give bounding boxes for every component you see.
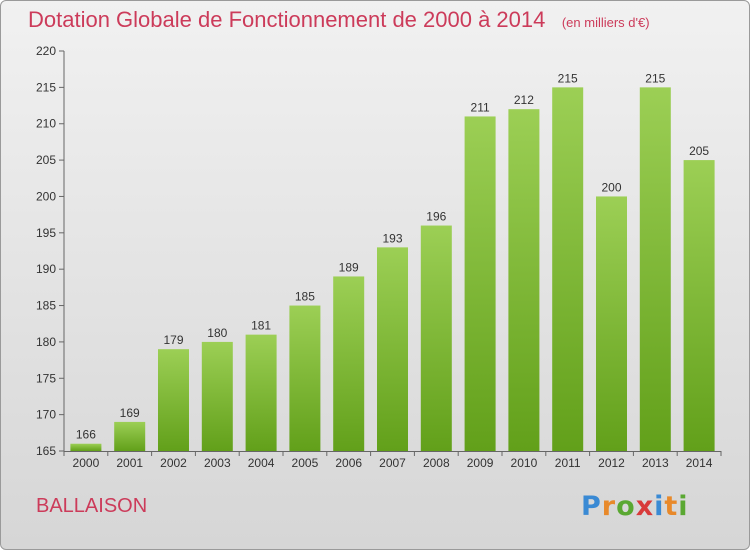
title-row: Dotation Globale de Fonctionnement de 20… xyxy=(28,7,650,33)
x-tick-label: 2002 xyxy=(160,456,187,470)
x-tick-label: 2004 xyxy=(248,456,275,470)
y-tick-label: 195 xyxy=(36,226,56,240)
x-tick-label: 2009 xyxy=(467,456,494,470)
bar-value-label: 180 xyxy=(207,326,227,340)
y-tick-label: 190 xyxy=(36,262,56,276)
x-tick-label: 2000 xyxy=(73,456,100,470)
bar xyxy=(464,116,496,452)
brand-letter: P xyxy=(581,491,602,522)
brand-letter: i xyxy=(678,491,689,522)
x-tick-label: 2007 xyxy=(379,456,406,470)
chart-unit: (en milliers d'€) xyxy=(561,15,650,30)
bar-value-label: 200 xyxy=(601,180,621,194)
x-tick-label: 2011 xyxy=(555,456,581,470)
bar xyxy=(201,341,233,451)
commune-name: BALLAISON xyxy=(36,495,148,517)
brand-logo: Proxiti xyxy=(581,491,689,522)
x-tick-label: 2005 xyxy=(292,456,319,470)
bar xyxy=(420,225,452,451)
brand-letter: i xyxy=(654,491,665,522)
bar xyxy=(508,109,540,451)
bar xyxy=(114,421,146,451)
bar-value-label: 211 xyxy=(471,100,490,114)
x-tick-label: 2006 xyxy=(335,456,362,470)
chart-title: Dotation Globale de Fonctionnement de 20… xyxy=(28,7,546,32)
y-tick-label: 200 xyxy=(36,189,56,203)
bar xyxy=(333,276,365,451)
x-tick-label: 2003 xyxy=(204,456,231,470)
bar-value-label: 169 xyxy=(120,406,140,420)
brand-letter: o xyxy=(616,491,636,522)
brand-letter: r xyxy=(601,491,617,522)
bar-value-label: 215 xyxy=(558,71,578,85)
bar-value-label: 189 xyxy=(339,260,359,274)
y-tick-label: 185 xyxy=(36,299,56,313)
x-tick-label: 2001 xyxy=(116,456,143,470)
bar xyxy=(639,87,671,451)
y-tick-label: 175 xyxy=(36,371,56,385)
bar-value-label: 196 xyxy=(426,210,446,224)
y-tick-label: 170 xyxy=(36,408,56,422)
bar-value-label: 205 xyxy=(689,144,709,158)
x-tick-label: 2013 xyxy=(642,456,669,470)
brand-letter: t xyxy=(664,491,679,522)
brand-letter: x xyxy=(635,491,655,522)
y-tick-label: 215 xyxy=(36,80,56,94)
y-tick-label: 165 xyxy=(36,444,56,458)
bar xyxy=(552,87,584,451)
bar xyxy=(245,334,277,451)
y-tick-label: 180 xyxy=(36,335,56,349)
bar xyxy=(158,349,189,451)
bar-value-label: 212 xyxy=(514,93,534,107)
bar xyxy=(289,305,321,451)
x-tick-label: 2010 xyxy=(511,456,538,470)
x-tick-label: 2012 xyxy=(598,456,625,470)
y-tick-label: 205 xyxy=(36,153,56,167)
bar-value-label: 179 xyxy=(163,333,183,347)
y-tick-label: 210 xyxy=(36,117,56,131)
bar-value-label: 181 xyxy=(251,319,271,333)
x-tick-label: 2008 xyxy=(423,456,450,470)
y-tick-label: 220 xyxy=(36,44,56,58)
bar xyxy=(596,196,627,451)
bar-value-label: 193 xyxy=(382,231,402,245)
bar xyxy=(683,160,715,451)
bar-value-label: 185 xyxy=(295,290,315,304)
x-tick-label: 2014 xyxy=(686,456,713,470)
bar-value-label: 166 xyxy=(76,428,96,442)
bar xyxy=(70,443,102,451)
bar-value-label: 215 xyxy=(645,71,665,85)
bar xyxy=(377,247,408,451)
